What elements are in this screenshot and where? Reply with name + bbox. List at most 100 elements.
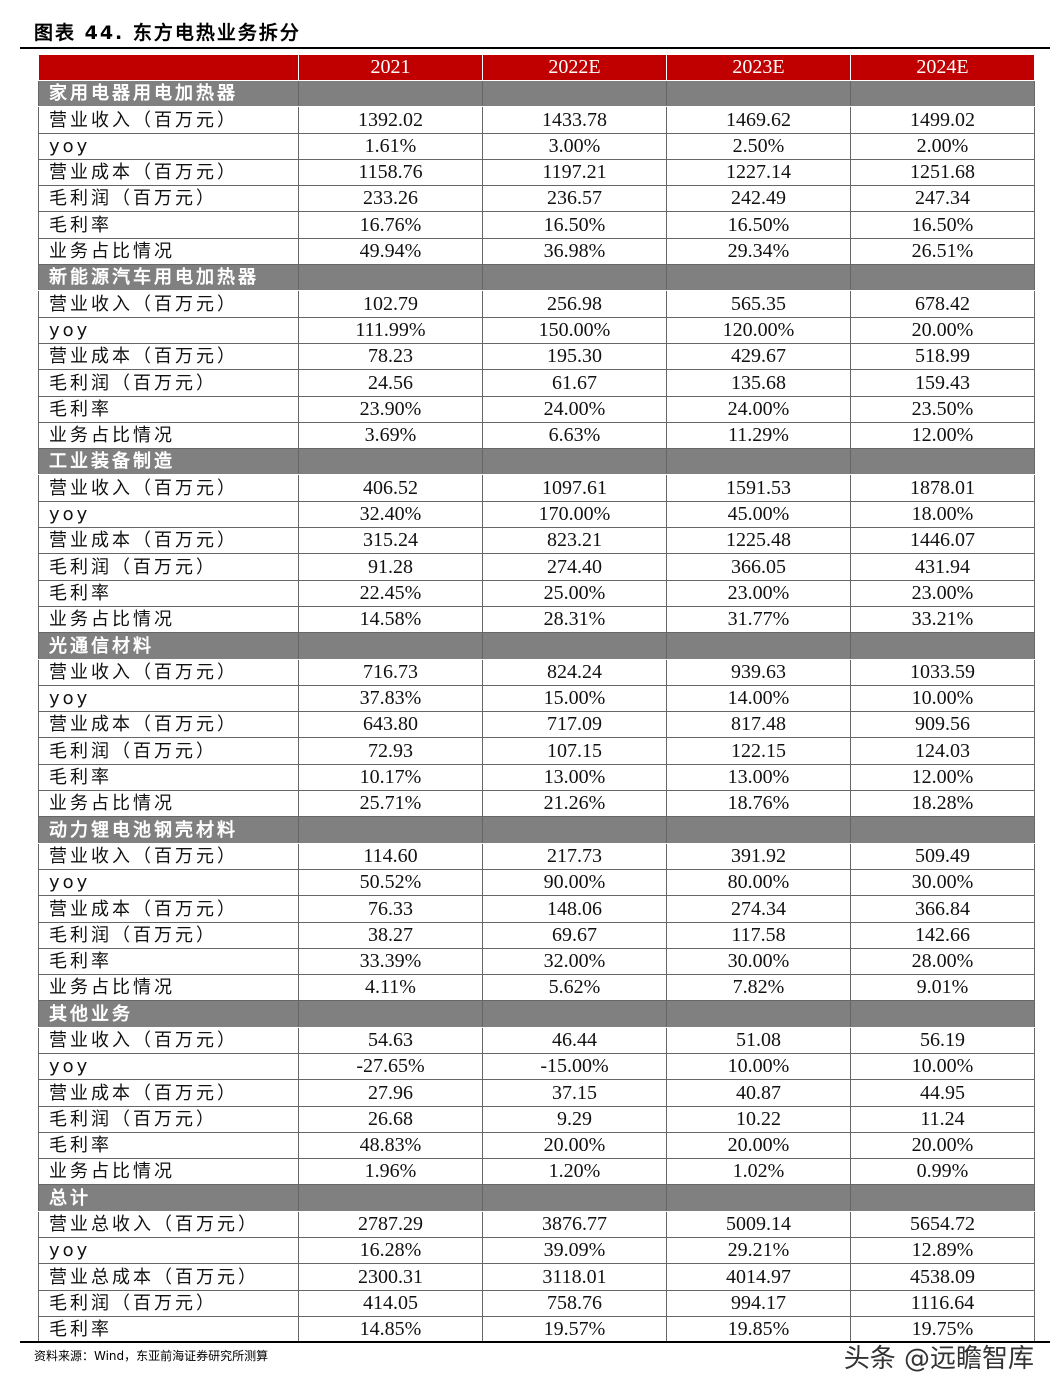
table-row: 毛利润（百万元） 91.28 274.40 366.05 431.94	[38, 553, 1035, 581]
value-cell: 25.00%	[482, 579, 667, 607]
row-label: 营业成本（百万元）	[38, 158, 299, 187]
value-cell: 24.00%	[482, 395, 667, 423]
value-cell: 247.34	[850, 185, 1035, 213]
row-label: 业务占比情况	[38, 421, 299, 450]
value-cell: 37.83%	[298, 684, 483, 713]
value-cell: 159.43	[850, 369, 1035, 397]
value-cell: 236.57	[482, 185, 667, 213]
value-cell: 150.00%	[482, 316, 667, 344]
value-cell: 3.00%	[482, 132, 667, 160]
value-cell: 6.63%	[482, 421, 667, 450]
source-note: 资料来源：Wind，东亚前海证券研究所测算	[34, 1349, 269, 1363]
row-label: 毛利率	[38, 947, 299, 976]
row-label: 毛利润（百万元）	[38, 185, 299, 213]
section-title: 新能源汽车用电加热器	[38, 264, 299, 292]
value-cell: 13.00%	[666, 763, 851, 792]
value-cell: 414.05	[298, 1289, 483, 1317]
value-cell: 10.17%	[298, 763, 483, 792]
value-cell: 78.23	[298, 342, 483, 371]
value-cell: 9.01%	[850, 974, 1035, 1002]
value-cell: 1097.61	[482, 474, 667, 502]
value-cell: 30.00%	[850, 868, 1035, 897]
value-cell: 824.24	[482, 658, 667, 686]
row-label: yoy	[38, 316, 299, 344]
value-cell: 10.22	[666, 1105, 851, 1133]
value-cell: 0.99%	[850, 1158, 1035, 1186]
value-cell: 1433.78	[482, 106, 667, 134]
table-row: 营业成本（百万元） 78.23 195.30 429.67 518.99	[38, 342, 1035, 371]
row-label: yoy	[38, 1237, 299, 1265]
bottom-rule	[20, 1341, 1050, 1343]
section-empty-cell	[666, 632, 851, 660]
value-cell: 14.85%	[298, 1315, 483, 1344]
value-cell: 29.21%	[666, 1237, 851, 1265]
table-row: yoy 16.28% 39.09% 29.21% 12.89%	[38, 1237, 1035, 1265]
table-row: yoy 111.99% 150.00% 120.00% 20.00%	[38, 316, 1035, 344]
value-cell: 12.00%	[850, 421, 1035, 450]
column-header: 2021	[298, 55, 483, 81]
value-cell: 18.76%	[666, 790, 851, 818]
section-empty-cell	[850, 632, 1035, 660]
value-cell: 20.00%	[482, 1131, 667, 1160]
row-label: 营业收入（百万元）	[38, 290, 299, 318]
value-cell: 14.00%	[666, 684, 851, 713]
value-cell: 19.57%	[482, 1315, 667, 1344]
table-row: 营业收入（百万元） 54.63 46.44 51.08 56.19	[38, 1026, 1035, 1054]
value-cell: 19.85%	[666, 1315, 851, 1344]
value-cell: 40.87	[666, 1079, 851, 1107]
section-empty-cell	[298, 1184, 483, 1212]
value-cell: 25.71%	[298, 790, 483, 818]
value-cell: 429.67	[666, 342, 851, 371]
value-cell: 142.66	[850, 921, 1035, 949]
row-label: 业务占比情况	[38, 974, 299, 1002]
value-cell: 11.29%	[666, 421, 851, 450]
section-row: 新能源汽车用电加热器	[38, 264, 1035, 292]
row-label: 毛利润（百万元）	[38, 737, 299, 765]
value-cell: 3876.77	[482, 1210, 667, 1239]
table-row: 毛利率 16.76% 16.50% 16.50% 16.50%	[38, 211, 1035, 239]
table-row: 业务占比情况 1.96% 1.20% 1.02% 0.99%	[38, 1158, 1035, 1186]
value-cell: 909.56	[850, 711, 1035, 739]
table-row: 业务占比情况 3.69% 6.63% 11.29% 12.00%	[38, 421, 1035, 450]
section-empty-cell	[666, 79, 851, 108]
section-empty-cell	[298, 264, 483, 292]
section-title: 其他业务	[38, 1000, 299, 1028]
value-cell: 274.40	[482, 553, 667, 581]
section-row: 总计	[38, 1184, 1035, 1212]
value-cell: 2787.29	[298, 1210, 483, 1239]
table-row: 营业成本（百万元） 315.24 823.21 1225.48 1446.07	[38, 527, 1035, 555]
row-label: 毛利润（百万元）	[38, 1289, 299, 1317]
value-cell: 1.20%	[482, 1158, 667, 1186]
row-label: 业务占比情况	[38, 790, 299, 818]
row-label: 业务占比情况	[38, 605, 299, 634]
value-cell: 120.00%	[666, 316, 851, 344]
value-cell: 242.49	[666, 185, 851, 213]
table-row: 毛利润（百万元） 38.27 69.67 117.58 142.66	[38, 921, 1035, 949]
value-cell: 716.73	[298, 658, 483, 686]
value-cell: 48.83%	[298, 1131, 483, 1160]
value-cell: 37.15	[482, 1079, 667, 1107]
value-cell: 195.30	[482, 342, 667, 371]
value-cell: 26.51%	[850, 237, 1035, 266]
value-cell: 1.02%	[666, 1158, 851, 1186]
value-cell: 39.09%	[482, 1237, 667, 1265]
table-row: 营业收入（百万元） 1392.02 1433.78 1469.62 1499.02	[38, 106, 1035, 134]
value-cell: 33.39%	[298, 947, 483, 976]
value-cell: 148.06	[482, 895, 667, 923]
row-label: 营业收入（百万元）	[38, 474, 299, 502]
value-cell: 1392.02	[298, 106, 483, 134]
table-row: 营业收入（百万元） 102.79 256.98 565.35 678.42	[38, 290, 1035, 318]
value-cell: 3.69%	[298, 421, 483, 450]
value-cell: 431.94	[850, 553, 1035, 581]
value-cell: 107.15	[482, 737, 667, 765]
table-row: 营业收入（百万元） 716.73 824.24 939.63 1033.59	[38, 658, 1035, 686]
value-cell: 31.77%	[666, 605, 851, 634]
section-empty-cell	[850, 448, 1035, 476]
value-cell: -15.00%	[482, 1052, 667, 1081]
value-cell: 21.26%	[482, 790, 667, 818]
value-cell: 233.26	[298, 185, 483, 213]
row-label: 营业成本（百万元）	[38, 342, 299, 371]
value-cell: 1.96%	[298, 1158, 483, 1186]
section-empty-cell	[482, 264, 667, 292]
value-cell: 16.50%	[666, 211, 851, 239]
